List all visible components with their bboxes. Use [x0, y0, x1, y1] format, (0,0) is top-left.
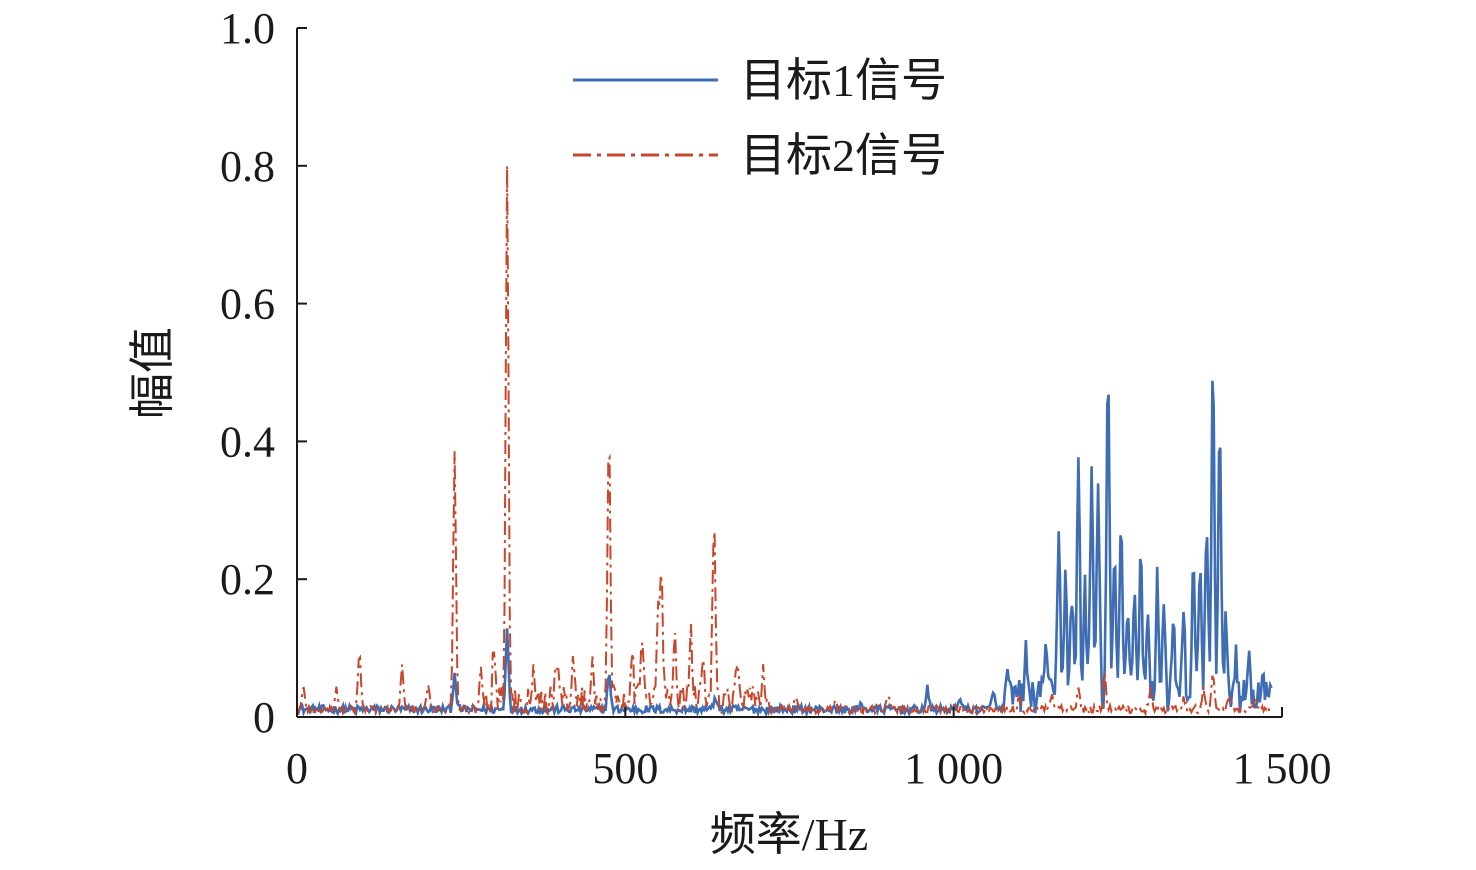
- legend: 目标1信号 目标2信号: [573, 55, 947, 181]
- x-tick-label: 500: [592, 744, 658, 793]
- x-tick-label: 1 500: [1233, 744, 1332, 793]
- y-tick-label: 1.0: [220, 4, 275, 53]
- y-tick-label: 0.2: [220, 555, 275, 604]
- legend-label-series-2: 目标2信号: [740, 130, 947, 181]
- y-tick-label: 0: [253, 693, 275, 742]
- tick-layer: 0 0.2 0.4 0.6 0.8 1.0 0 500 1 000 1 500: [220, 4, 1332, 793]
- y-tick-label: 0.8: [220, 142, 275, 191]
- x-tick-label: 0: [286, 744, 308, 793]
- x-tick-label: 1 000: [904, 744, 1003, 793]
- y-axis-title: 幅值: [127, 327, 178, 419]
- legend-label-series-1: 目标1信号: [740, 55, 947, 106]
- series-line-1: [297, 380, 1273, 719]
- y-tick-label: 0.6: [220, 280, 275, 329]
- series-line-2: [296, 165, 1273, 718]
- x-axis-title: 频率/Hz: [710, 809, 868, 860]
- plot-series-layer: [296, 165, 1273, 719]
- axes: 0 0.2 0.4 0.6 0.8 1.0 0 500 1 000 1 500: [220, 4, 1332, 793]
- y-tick-label: 0.4: [220, 417, 275, 466]
